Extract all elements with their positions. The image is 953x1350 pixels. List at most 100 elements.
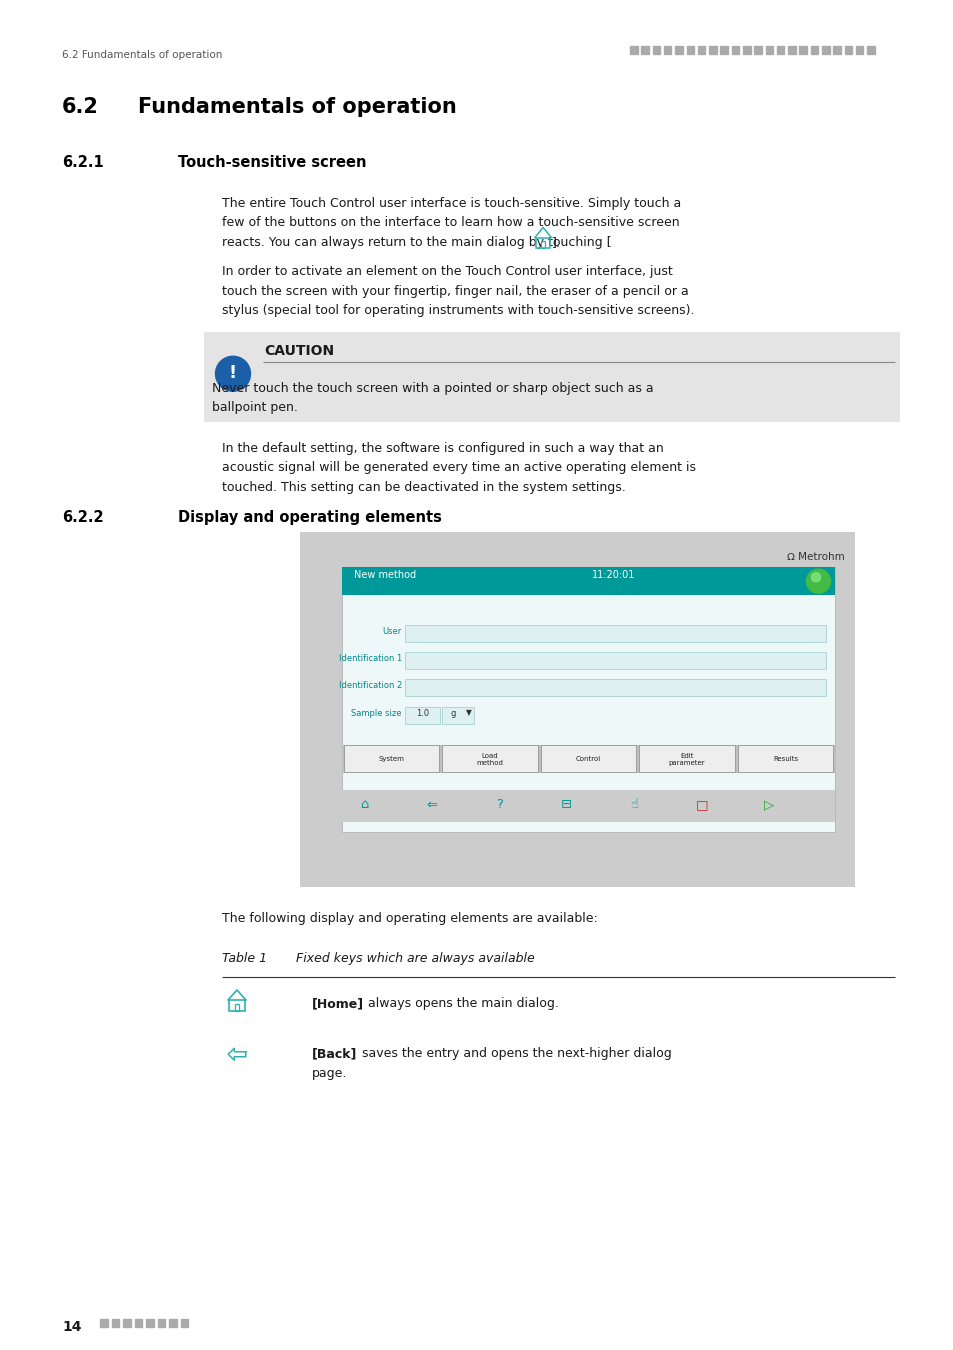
Bar bbox=[810, 46, 818, 54]
Bar bbox=[112, 1319, 119, 1327]
Text: In the default setting, the software is configured in such a way that an: In the default setting, the software is … bbox=[222, 441, 663, 455]
Text: [Home]: [Home] bbox=[312, 998, 364, 1010]
Text: Edit
parameter: Edit parameter bbox=[668, 753, 704, 765]
Circle shape bbox=[805, 570, 830, 593]
FancyBboxPatch shape bbox=[441, 745, 537, 772]
Text: New method: New method bbox=[354, 570, 416, 580]
Bar bbox=[866, 46, 874, 54]
Text: 1.0: 1.0 bbox=[416, 709, 429, 718]
FancyBboxPatch shape bbox=[343, 745, 438, 772]
Text: Fundamentals of operation: Fundamentals of operation bbox=[138, 97, 456, 117]
Bar bbox=[640, 46, 648, 54]
Text: ballpoint pen.: ballpoint pen. bbox=[212, 401, 297, 414]
Bar bbox=[720, 46, 727, 54]
Text: User: User bbox=[382, 628, 401, 636]
Text: page.: page. bbox=[312, 1066, 347, 1080]
Text: Table 1: Table 1 bbox=[222, 952, 267, 965]
Text: ?: ? bbox=[496, 798, 502, 811]
Text: saves the entry and opens the next-higher dialog: saves the entry and opens the next-highe… bbox=[357, 1048, 671, 1060]
Bar bbox=[731, 46, 739, 54]
Circle shape bbox=[811, 572, 820, 582]
Text: 14: 14 bbox=[62, 1320, 81, 1334]
Text: The following display and operating elements are available:: The following display and operating elem… bbox=[222, 913, 598, 925]
Bar bbox=[697, 46, 704, 54]
Bar bbox=[843, 46, 851, 54]
Bar bbox=[799, 46, 806, 54]
Text: stylus (special tool for operating instruments with touch-sensitive screens).: stylus (special tool for operating instr… bbox=[222, 304, 694, 317]
Text: ].: ]. bbox=[552, 236, 560, 248]
FancyBboxPatch shape bbox=[737, 745, 833, 772]
Bar bbox=[754, 46, 761, 54]
Bar bbox=[833, 46, 840, 54]
Text: ⇐: ⇐ bbox=[426, 798, 436, 811]
Circle shape bbox=[215, 356, 251, 392]
Text: Identification 1: Identification 1 bbox=[338, 655, 401, 663]
Text: few of the buttons on the interface to learn how a touch-sensitive screen: few of the buttons on the interface to l… bbox=[222, 216, 679, 230]
Bar bbox=[765, 46, 772, 54]
Bar bbox=[100, 1319, 108, 1327]
Text: In order to activate an element on the Touch Control user interface, just: In order to activate an element on the T… bbox=[222, 265, 672, 278]
Text: reacts. You can always return to the main dialog by touching [: reacts. You can always return to the mai… bbox=[222, 236, 611, 248]
Text: ▼: ▼ bbox=[465, 709, 471, 717]
Bar bbox=[652, 46, 659, 54]
Text: ⊟: ⊟ bbox=[560, 798, 572, 811]
Text: Touch-sensitive screen: Touch-sensitive screen bbox=[178, 155, 366, 170]
Bar bbox=[787, 46, 795, 54]
Text: [Back]: [Back] bbox=[312, 1048, 357, 1060]
Bar bbox=[180, 1319, 188, 1327]
FancyBboxPatch shape bbox=[405, 652, 825, 668]
Text: touch the screen with your fingertip, finger nail, the eraser of a pencil or a: touch the screen with your fingertip, fi… bbox=[222, 285, 688, 298]
FancyBboxPatch shape bbox=[204, 332, 899, 421]
FancyBboxPatch shape bbox=[540, 745, 636, 772]
Bar bbox=[776, 46, 783, 54]
Text: acoustic signal will be generated every time an active operating element is: acoustic signal will be generated every … bbox=[222, 462, 696, 474]
Text: Display and operating elements: Display and operating elements bbox=[178, 510, 441, 525]
Bar bbox=[708, 46, 716, 54]
FancyBboxPatch shape bbox=[341, 790, 834, 822]
Bar bbox=[675, 46, 682, 54]
Text: Sample size: Sample size bbox=[351, 709, 401, 718]
Text: Never touch the touch screen with a pointed or sharp object such as a: Never touch the touch screen with a poin… bbox=[212, 382, 653, 394]
FancyBboxPatch shape bbox=[341, 567, 834, 832]
Text: ⌂: ⌂ bbox=[359, 798, 368, 811]
Text: Fixed keys which are always available: Fixed keys which are always available bbox=[284, 952, 535, 965]
FancyBboxPatch shape bbox=[341, 567, 834, 595]
Bar bbox=[157, 1319, 165, 1327]
FancyBboxPatch shape bbox=[405, 707, 439, 724]
Text: The entire Touch Control user interface is touch-sensitive. Simply touch a: The entire Touch Control user interface … bbox=[222, 197, 680, 211]
Text: CAUTION: CAUTION bbox=[264, 344, 334, 358]
Text: Results: Results bbox=[772, 756, 798, 763]
Bar bbox=[742, 46, 750, 54]
Text: 6.2.2: 6.2.2 bbox=[62, 510, 104, 525]
Text: 6.2 Fundamentals of operation: 6.2 Fundamentals of operation bbox=[62, 50, 222, 59]
FancyBboxPatch shape bbox=[405, 679, 825, 695]
Text: Load
method: Load method bbox=[476, 753, 503, 765]
Bar bbox=[123, 1319, 131, 1327]
Text: g: g bbox=[450, 709, 456, 718]
Bar bbox=[686, 46, 693, 54]
Bar bbox=[629, 46, 637, 54]
Text: Ω Metrohm: Ω Metrohm bbox=[786, 552, 844, 562]
Text: always opens the main dialog.: always opens the main dialog. bbox=[364, 998, 558, 1010]
FancyBboxPatch shape bbox=[299, 532, 854, 887]
Text: 11:20:01: 11:20:01 bbox=[591, 570, 634, 580]
Text: ▷: ▷ bbox=[763, 798, 774, 811]
Bar bbox=[146, 1319, 153, 1327]
FancyBboxPatch shape bbox=[405, 625, 825, 641]
Text: ☝: ☝ bbox=[629, 798, 638, 811]
FancyBboxPatch shape bbox=[441, 707, 474, 724]
Text: 6.2.1: 6.2.1 bbox=[62, 155, 104, 170]
Text: 6.2: 6.2 bbox=[62, 97, 99, 117]
FancyBboxPatch shape bbox=[341, 745, 834, 774]
Bar bbox=[821, 46, 829, 54]
Text: □: □ bbox=[695, 798, 707, 811]
Text: touched. This setting can be deactivated in the system settings.: touched. This setting can be deactivated… bbox=[222, 481, 625, 494]
Text: Identification 2: Identification 2 bbox=[338, 682, 401, 690]
FancyBboxPatch shape bbox=[639, 745, 734, 772]
Text: System: System bbox=[378, 756, 404, 763]
Bar bbox=[855, 46, 862, 54]
Text: Control: Control bbox=[576, 756, 600, 763]
Bar bbox=[169, 1319, 176, 1327]
Bar bbox=[134, 1319, 142, 1327]
Text: !: ! bbox=[229, 363, 236, 382]
